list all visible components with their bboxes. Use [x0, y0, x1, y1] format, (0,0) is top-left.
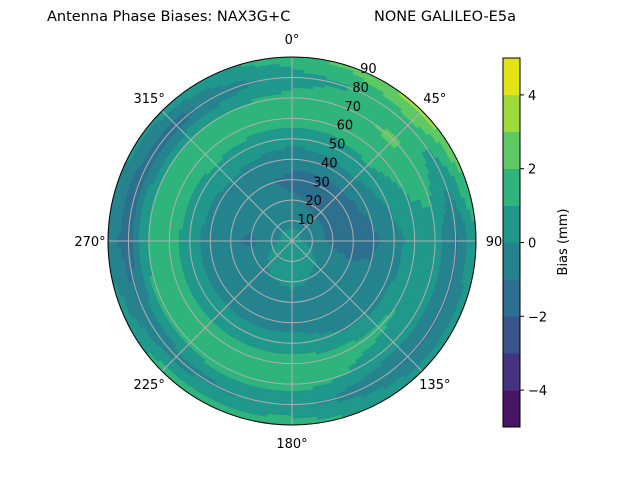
- contour-cell: [358, 233, 363, 240]
- contour-cell: [283, 124, 293, 129]
- contour-cell: [355, 233, 360, 240]
- contour-cell: [284, 130, 293, 135]
- contour-cell: [284, 338, 293, 343]
- contour-cell: [282, 356, 293, 361]
- contour-cell: [291, 347, 300, 352]
- contour-cell: [291, 369, 302, 374]
- contour-cell: [291, 329, 299, 334]
- contour-cell: [282, 111, 293, 116]
- contour-cell: [291, 151, 299, 156]
- contour-cell: [291, 344, 300, 349]
- contour-cell: [334, 235, 339, 240]
- contour-cell: [291, 387, 303, 392]
- contour-cell: [282, 366, 293, 371]
- contour-cell: [291, 378, 303, 383]
- contour-cell: [291, 357, 301, 361]
- contour-cell: [285, 154, 293, 159]
- contour-cell: [283, 344, 293, 349]
- contour-cell: [283, 353, 293, 358]
- contour-cell: [291, 167, 298, 171]
- contour-cell: [291, 372, 302, 377]
- contour-cell: [281, 99, 293, 104]
- contour-cell: [224, 242, 229, 249]
- chart-title-left: Antenna Phase Biases: NAX3G+C: [47, 9, 291, 25]
- contour-cell: [283, 121, 293, 125]
- contour-cell: [283, 127, 293, 132]
- contour-cell: [236, 242, 241, 247]
- contour-cell: [284, 142, 293, 147]
- contour-cell: [283, 350, 293, 355]
- contour-cell: [291, 145, 300, 150]
- contour-cell: [221, 242, 226, 249]
- contour-cell: [284, 329, 293, 334]
- contour-cell: [286, 314, 293, 318]
- contour-cell: [291, 366, 302, 371]
- contour-cell: [291, 164, 298, 168]
- contour-cell: [285, 317, 293, 321]
- contour-cell: [291, 170, 298, 174]
- contour-cell: [291, 121, 302, 126]
- contour-cell: [286, 311, 293, 315]
- contour-cell: [239, 242, 244, 247]
- contour-cell: [291, 353, 301, 358]
- contour-cell: [284, 335, 293, 340]
- contour-cell: [291, 161, 299, 165]
- contour-cell: [291, 130, 301, 135]
- contour-cell: [281, 93, 293, 98]
- contour-cell: [346, 234, 351, 240]
- contour-cell: [282, 108, 293, 113]
- contour-cell: [285, 145, 293, 150]
- contour-cell: [291, 384, 303, 389]
- contour-cell: [291, 335, 300, 340]
- contour-cell: [283, 347, 293, 352]
- contour-cell: [291, 111, 302, 116]
- contour-cell: [284, 139, 293, 144]
- contour-cell: [282, 105, 293, 110]
- contour-cell: [285, 326, 293, 331]
- contour-cell: [291, 133, 301, 138]
- contour-cell: [291, 323, 299, 328]
- contour-cell: [286, 308, 293, 312]
- contour-cell: [282, 102, 293, 107]
- contour-cell: [291, 350, 301, 355]
- contour-cell: [285, 148, 293, 153]
- contour-cell: [291, 375, 302, 380]
- contour-cell: [291, 326, 299, 331]
- contour-cell: [233, 242, 238, 248]
- contour-cell: [284, 332, 293, 337]
- contour-cell: [291, 173, 298, 177]
- contour-cell: [284, 133, 293, 138]
- chart-title-right: NONE GALILEO-E5a: [374, 9, 516, 25]
- contour-cell: [242, 242, 247, 247]
- contour-cell: [291, 139, 300, 144]
- contour-fill: [107, 56, 477, 426]
- contour-cell: [291, 124, 301, 129]
- contour-cell: [291, 154, 299, 159]
- contour-cell: [291, 332, 299, 337]
- contour-cell: [285, 151, 293, 156]
- contour-cell: [285, 323, 293, 328]
- contour-cell: [281, 90, 293, 95]
- contour-cell: [291, 127, 301, 132]
- contour-cell: [291, 142, 300, 147]
- contour-cell: [291, 338, 300, 343]
- contour-cell: [245, 242, 250, 247]
- contour-cell: [343, 235, 348, 240]
- contour-cell: [340, 235, 345, 240]
- contour-cell: [337, 235, 342, 240]
- contour-cell: [286, 305, 293, 309]
- contour-cell: [291, 148, 300, 153]
